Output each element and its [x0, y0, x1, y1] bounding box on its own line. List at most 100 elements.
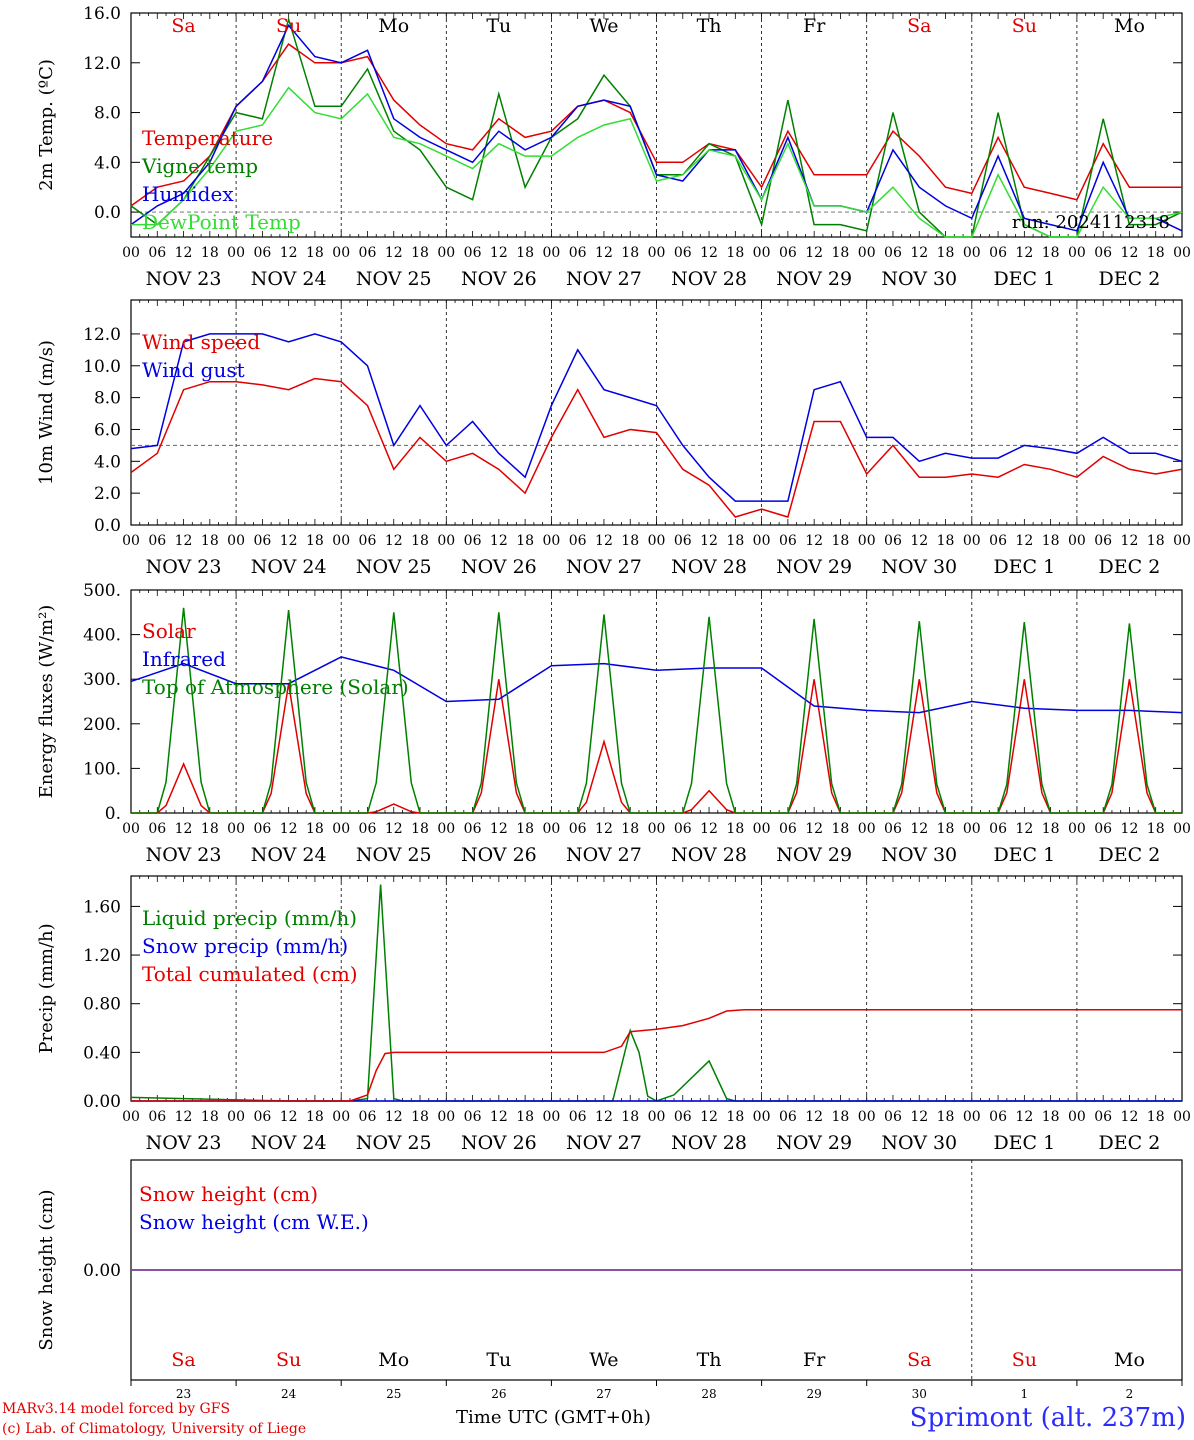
hour-tick-label: 18 [1147, 821, 1165, 837]
hour-tick-label: 18 [516, 821, 534, 837]
hour-tick-label: 00 [648, 533, 666, 549]
hour-tick-label: 06 [989, 533, 1007, 549]
hour-tick-label: 06 [1094, 245, 1112, 261]
legend-snow-height-cm-w-e-: Snow height (cm W.E.) [139, 1210, 369, 1234]
hour-tick-label: 12 [700, 245, 718, 261]
y-axis-label: Snow height (cm) [36, 1189, 57, 1350]
y-tick-label: 2.0 [94, 484, 121, 504]
legend-dewpoint-temp: DewPoint Temp [142, 210, 301, 234]
date-label: NOV 25 [356, 1132, 432, 1154]
hour-tick-label: 18 [201, 821, 219, 837]
series-line-top-of-atmosphere-solar- [131, 607, 1182, 814]
day-name-mo: Mo [1114, 15, 1145, 37]
day-name-tu: Tu [486, 1349, 511, 1371]
day-name-sa: Sa [907, 1349, 931, 1371]
model-credit: MARv3.14 model forced by GFS [2, 1401, 231, 1417]
hour-tick-label: 00 [648, 245, 666, 261]
panel-1 [130, 12, 1183, 238]
hour-tick-label: 12 [175, 821, 193, 837]
legend-top-of-atmosphere-solar-: Top of Atmosphere (Solar) [142, 675, 409, 699]
date-label: NOV 27 [566, 844, 642, 866]
hour-tick-label: 00 [122, 1109, 140, 1125]
hour-tick-label: 18 [832, 533, 850, 549]
date-label: DEC 2 [1099, 844, 1161, 866]
y-tick-label: 100. [83, 759, 121, 779]
day-name-fr: Fr [803, 1349, 826, 1371]
hour-tick-label: 12 [1121, 533, 1139, 549]
y-tick-label: 1.20 [83, 946, 121, 966]
hour-tick-label: 00 [542, 245, 560, 261]
hour-tick-label: 00 [858, 245, 876, 261]
hour-tick-label: 00 [227, 1109, 245, 1125]
hour-tick-label: 06 [674, 1109, 692, 1125]
day-name-tu: Tu [486, 15, 511, 37]
legend-wind-speed: Wind speed [142, 330, 260, 354]
day-number-label: 25 [386, 1387, 401, 1401]
legend-temperature: Temperature [142, 126, 273, 150]
hour-tick-label: 00 [1173, 245, 1191, 261]
hour-tick-label: 12 [1121, 821, 1139, 837]
hour-tick-label: 12 [700, 821, 718, 837]
hour-tick-label: 00 [227, 245, 245, 261]
hour-tick-label: 18 [726, 821, 744, 837]
hour-tick-label: 00 [753, 821, 771, 837]
hour-tick-label: 00 [1068, 245, 1086, 261]
date-label: NOV 25 [356, 268, 432, 290]
date-label: NOV 27 [566, 268, 642, 290]
hour-tick-label: 12 [910, 1109, 928, 1125]
y-tick-label: 8.0 [94, 389, 121, 409]
day-number-label: 28 [701, 1387, 716, 1401]
hour-tick-label: 06 [464, 821, 482, 837]
day-number-label: 1 [1021, 1387, 1029, 1401]
y-tick-label: 12.0 [83, 54, 121, 74]
hour-tick-label: 18 [1147, 533, 1165, 549]
hour-tick-label: 18 [306, 821, 324, 837]
date-label: NOV 29 [776, 556, 852, 578]
hour-tick-label: 18 [306, 245, 324, 261]
y-tick-label: 0.00 [83, 1092, 121, 1112]
hour-tick-label: 00 [753, 1109, 771, 1125]
hour-tick-label: 06 [674, 533, 692, 549]
hour-tick-label: 00 [227, 821, 245, 837]
hour-tick-label: 00 [122, 533, 140, 549]
hour-tick-label: 18 [201, 1109, 219, 1125]
panel-3 [130, 589, 1183, 814]
series-line-wind-gust [130, 333, 1183, 502]
date-label: NOV 24 [251, 844, 327, 866]
hour-tick-label: 00 [1068, 1109, 1086, 1125]
day-name-fr: Fr [803, 15, 826, 37]
hour-tick-label: 06 [1094, 821, 1112, 837]
y-tick-label: 0.80 [83, 995, 121, 1015]
y-tick-label: 0.0 [94, 203, 121, 223]
date-label: DEC 1 [993, 1132, 1055, 1154]
legend-total-cumulated-cm-: Total cumulated (cm) [142, 962, 358, 986]
hour-tick-label: 18 [621, 1109, 639, 1125]
series-line-dewpoint-temp [131, 86, 1183, 238]
day-name-we: We [589, 1349, 618, 1371]
hour-tick-label: 00 [332, 245, 350, 261]
day-number-label: 26 [491, 1387, 506, 1401]
date-label: NOV 23 [146, 1132, 222, 1154]
day-number-label: 29 [807, 1387, 822, 1401]
y-tick-label: 300. [83, 670, 121, 690]
day-number-label: 2 [1126, 1387, 1134, 1401]
series-line-humidex [130, 24, 1183, 232]
hour-tick-label: 00 [858, 1109, 876, 1125]
hour-tick-label: 00 [542, 821, 560, 837]
hour-tick-label: 06 [148, 533, 166, 549]
hour-tick-label: 00 [542, 533, 560, 549]
y-tick-label: 8.0 [94, 104, 121, 124]
y-axis-label: Precip (mm/h) [36, 923, 57, 1053]
date-label: NOV 29 [776, 268, 852, 290]
hour-tick-label: 06 [989, 821, 1007, 837]
hour-tick-label: 18 [306, 1109, 324, 1125]
y-tick-label: 4.0 [94, 153, 121, 173]
hour-tick-label: 06 [884, 533, 902, 549]
time-axis-label: Time UTC (GMT+0h) [456, 1407, 651, 1428]
hour-tick-label: 18 [937, 1109, 955, 1125]
date-label: NOV 28 [671, 268, 747, 290]
hour-tick-label: 18 [832, 245, 850, 261]
hour-tick-label: 06 [1094, 533, 1112, 549]
date-label: DEC 1 [993, 844, 1055, 866]
date-label: NOV 23 [146, 844, 222, 866]
